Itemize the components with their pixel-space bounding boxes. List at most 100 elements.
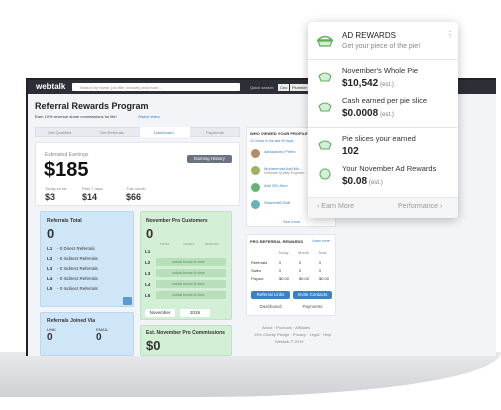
footer-line: 10% Charity Pledge · Privacy · Legal · H… xyxy=(254,332,332,337)
locked-row xyxy=(156,258,226,266)
next-link[interactable]: Performance › xyxy=(398,203,443,210)
quick-search-label: Quick search: xyxy=(250,84,275,90)
item-label: Pie slices your earned xyxy=(342,134,416,143)
level-label: L5 xyxy=(145,293,151,298)
cell: 0 xyxy=(279,260,282,265)
tab[interactable]: Payments xyxy=(206,130,224,135)
locked-text: unlock bonus to view xyxy=(172,281,205,286)
value: $0.0008 xyxy=(342,108,379,119)
watch-video[interactable]: Watch video xyxy=(138,114,160,119)
referrals-card xyxy=(40,211,134,307)
item-icon xyxy=(318,137,332,155)
laptop-base xyxy=(0,352,501,397)
viewers-title: WHO VIEWED YOUR PROFILE xyxy=(250,131,308,136)
value: $10,542 xyxy=(342,78,379,89)
divider xyxy=(308,127,458,128)
note: (est.) xyxy=(380,112,394,118)
page-subtitle: Earn 10% revenue share commissions for l… xyxy=(35,114,117,119)
column-header: Month xyxy=(298,250,310,255)
value: 102 xyxy=(342,146,359,157)
level-label: L2 xyxy=(145,260,151,265)
note: (est.) xyxy=(380,82,394,88)
value: $0.08 xyxy=(342,176,368,187)
tab[interactable]: Get Qualified xyxy=(48,130,72,135)
level-text: - 0 Direct Referrals xyxy=(57,246,95,251)
item-icon xyxy=(318,69,332,87)
person-name: Asif 200 Ahm xyxy=(264,183,288,188)
person-name: Muhammad Asif Mu... xyxy=(264,166,303,171)
cell: 0 xyxy=(299,260,302,265)
commissions-title: Est. November Pro Commissions xyxy=(146,330,225,336)
avatar xyxy=(251,149,260,158)
cell: 0 xyxy=(319,268,322,273)
divider xyxy=(308,59,458,60)
locked-text: unlock bonus to view xyxy=(172,292,205,297)
tab[interactable]: Dashboard xyxy=(154,130,174,135)
referrals-title: Referrals Total xyxy=(47,218,82,224)
note: (est.) xyxy=(369,180,383,186)
avatar xyxy=(251,166,260,175)
level-label: L1 xyxy=(145,249,151,254)
item-value: $0.0008 (est.) xyxy=(342,108,394,119)
cell: $0.00 xyxy=(299,276,310,281)
referral-links-button[interactable]: Referral Links xyxy=(251,291,290,299)
stat-label: This month xyxy=(126,186,146,191)
item-label: November's Whole Pie xyxy=(342,66,419,75)
item-value: $10,542 (est.) xyxy=(342,78,394,89)
popup-title: AD REWARDS xyxy=(342,31,396,40)
learn-more[interactable]: Learn more xyxy=(312,239,330,243)
cell: $0.00 xyxy=(279,276,290,281)
payments-link[interactable]: Payments xyxy=(302,304,323,309)
page-title: Referral Rewards Program xyxy=(35,101,149,111)
item-label: Cash earned per pie slice xyxy=(342,96,428,105)
level-label: L1 xyxy=(47,246,53,251)
earnings-card xyxy=(35,142,240,206)
column-header: MONTHLY xyxy=(205,242,220,246)
prev-link[interactable]: ‹ Earn More xyxy=(317,203,354,210)
stat-label: Today so far xyxy=(45,186,67,191)
email-label: EMAIL xyxy=(96,327,109,332)
earnings-value: $185 xyxy=(44,159,89,181)
row-label: Referrals xyxy=(251,260,268,265)
cell: $0.00 xyxy=(319,276,330,281)
person-name: Alessandro Prieto xyxy=(264,149,296,154)
pro-customers-title: November Pro Customers xyxy=(146,218,208,224)
year-select[interactable]: 2019 xyxy=(180,309,210,317)
pro-customers-value: 0 xyxy=(146,226,154,241)
expand-button xyxy=(123,297,132,305)
joined-card xyxy=(40,312,134,356)
pro-rewards-card xyxy=(246,234,336,316)
person-role: Software Quality Engineer xyxy=(264,171,305,175)
tab[interactable]: Get Referrals xyxy=(100,130,124,135)
email-value: 0 xyxy=(96,332,102,343)
viewers-subtitle[interactable]: 10 Views in the last 90 days xyxy=(250,139,294,143)
referrals-value: 0 xyxy=(47,226,55,241)
level-text: - 0 Indirect Referrals xyxy=(57,286,98,291)
popup-menu[interactable]: ⋮ xyxy=(446,30,454,39)
level-label: L4 xyxy=(47,276,53,281)
item-icon xyxy=(318,99,332,117)
item-icon xyxy=(318,167,332,185)
popup-subtitle: Get your piece of the pie! xyxy=(342,43,421,50)
item-label: Your November Ad Rewards xyxy=(342,164,437,173)
row-label: Sales xyxy=(251,268,262,273)
level-label: L5 xyxy=(47,286,53,291)
invite-contacts-button[interactable]: Invite Contacts xyxy=(293,291,332,299)
earning-history-button[interactable]: Earning History xyxy=(187,155,232,163)
row-label: Payout xyxy=(251,276,264,281)
search-placeholder: Search by name, job title, industry and … xyxy=(80,84,162,90)
see-more[interactable]: See more xyxy=(283,219,301,224)
locked-row xyxy=(156,269,226,277)
dashboard-link[interactable]: Dashboard xyxy=(259,304,282,309)
person-name: Shanedit2 Butt xyxy=(264,200,291,205)
prev-label: Earn More xyxy=(321,203,354,210)
avatar xyxy=(251,183,260,192)
month-select[interactable]: November xyxy=(145,309,175,317)
quick-chip[interactable]: Plumber xyxy=(290,83,309,91)
quick-chip[interactable]: Ceo xyxy=(278,83,290,91)
search-box[interactable] xyxy=(72,83,240,91)
level-label: L2 xyxy=(47,256,53,261)
stat-label: Past 7 days xyxy=(82,186,103,191)
column-header: Today xyxy=(278,250,289,255)
stat-value: $14 xyxy=(82,192,98,202)
